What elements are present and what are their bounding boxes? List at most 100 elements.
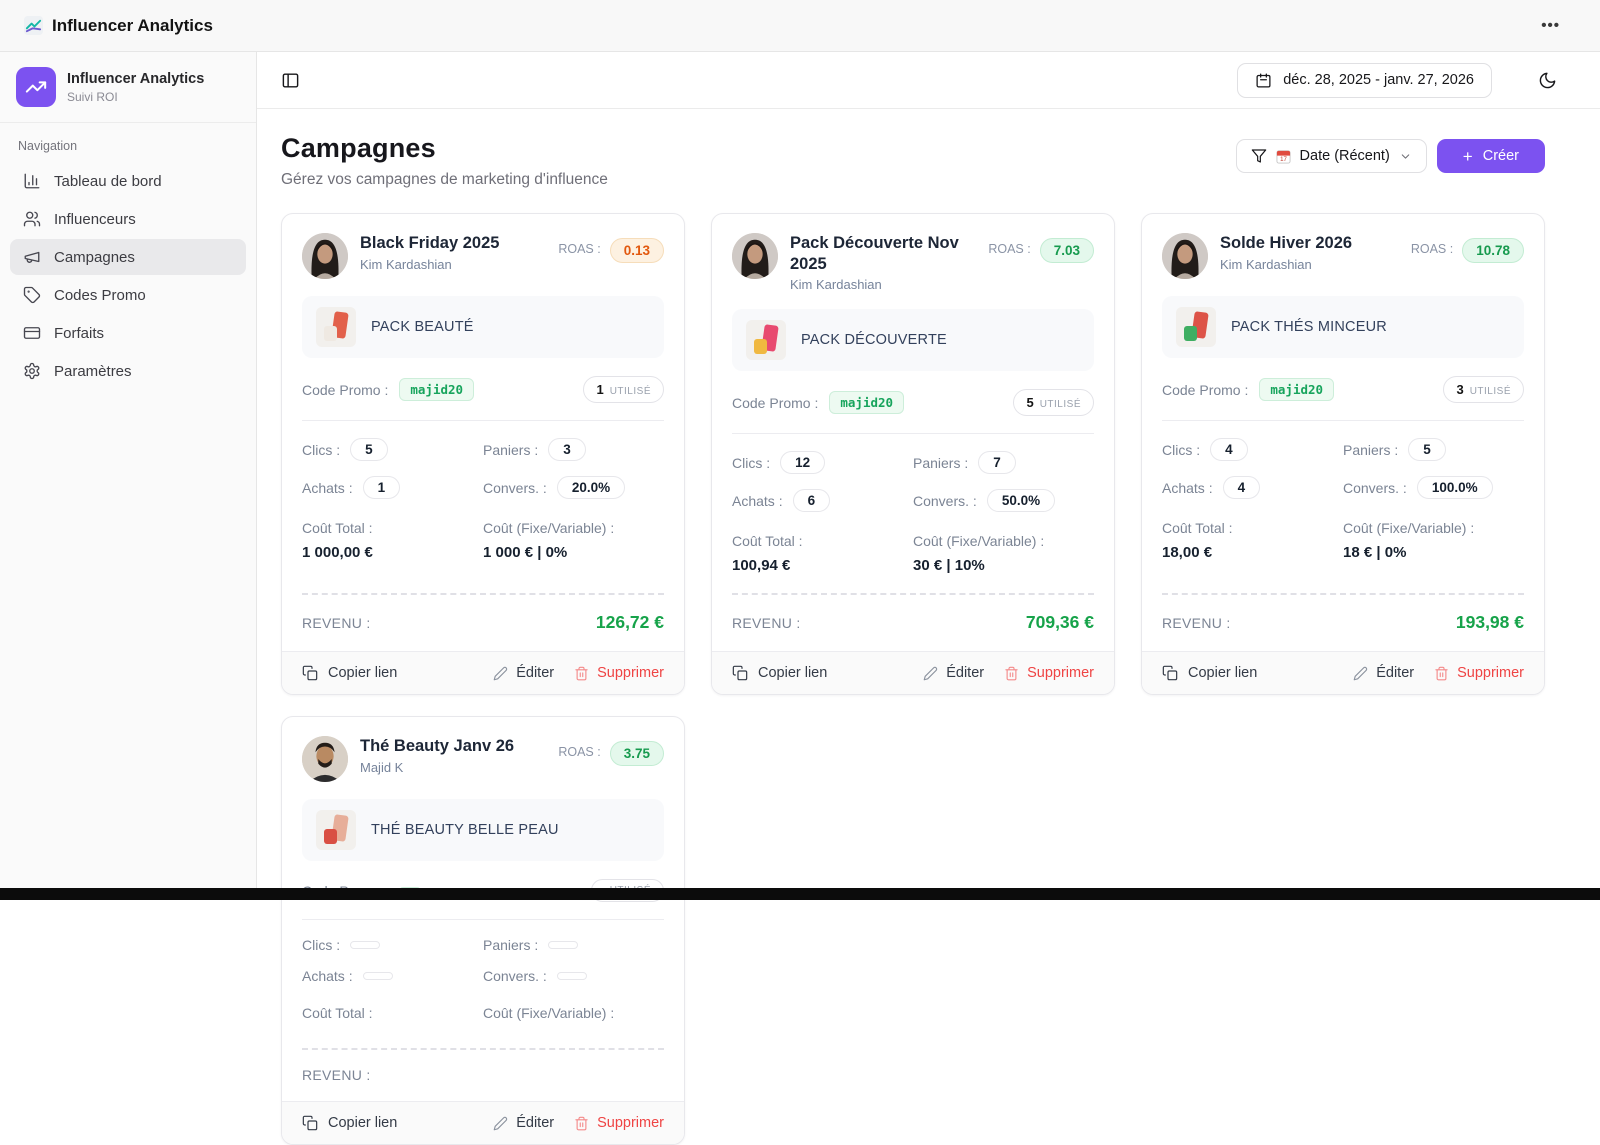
influencer-avatar <box>732 233 778 279</box>
bar-chart-icon <box>23 172 41 190</box>
delete-button[interactable]: Supprimer <box>574 1115 664 1131</box>
sidebar-item-forfaits[interactable]: Forfaits <box>10 315 246 351</box>
card-footer: Copier lien Éditer Supprimer <box>282 651 684 694</box>
clics-label: Clics : <box>1162 442 1200 458</box>
nav-section-label: Navigation <box>0 123 256 161</box>
paniers-label: Paniers : <box>483 937 538 953</box>
achats-value: 4 <box>1223 476 1261 499</box>
moon-icon <box>1538 71 1557 90</box>
revenu-label: REVENU : <box>302 1067 371 1083</box>
revenu-label: REVENU : <box>732 615 801 631</box>
delete-button[interactable]: Supprimer <box>1434 665 1524 681</box>
overflow-menu-icon[interactable]: ••• <box>1541 17 1560 34</box>
achats-label: Achats : <box>302 968 353 984</box>
sidebar-item-influenceurs[interactable]: Influenceurs <box>10 201 246 237</box>
trash-icon <box>574 666 589 681</box>
app-subtitle: Suivi ROI <box>67 90 204 104</box>
pack-name: PACK THÉS MINCEUR <box>1231 319 1387 335</box>
pencil-icon <box>923 666 938 681</box>
edit-button[interactable]: Éditer <box>923 665 984 681</box>
convers-value: 20.0% <box>557 476 625 499</box>
trash-icon <box>1434 666 1449 681</box>
pack-box: PACK DÉCOUVERTE <box>732 309 1094 371</box>
trash-icon <box>574 1116 589 1131</box>
achats-value: 1 <box>363 476 401 499</box>
convers-value <box>557 972 587 980</box>
sort-dropdown[interactable]: 17 Date (Récent) <box>1236 139 1427 173</box>
campaign-card: Thé Beauty Janv 26 Majid K ROAS : 3.75 T… <box>281 716 685 1145</box>
revenu-label: REVENU : <box>1162 615 1231 631</box>
copy-icon <box>302 1115 318 1131</box>
pack-box: PACK BEAUTÉ <box>302 296 664 358</box>
cout-total-value: 1 000,00 € <box>302 544 483 561</box>
code-promo-label: Code Promo : <box>732 395 818 411</box>
copy-link-button[interactable]: Copier lien <box>1162 665 1257 681</box>
convers-value: 100.0% <box>1417 476 1493 499</box>
users-icon <box>23 210 41 228</box>
roas-label: ROAS : <box>558 238 600 256</box>
sidebar-toggle-icon[interactable] <box>281 71 300 90</box>
filter-icon <box>1251 148 1267 164</box>
code-used-pill: 5 UTILISÉ <box>1013 389 1094 416</box>
pencil-icon <box>493 1116 508 1131</box>
clics-label: Clics : <box>732 455 770 471</box>
cout-fixe-variable-value: 1 000 € | 0% <box>483 544 664 561</box>
campaign-card: Pack Découverte Nov 2025 Kim Kardashian … <box>711 213 1115 695</box>
achats-label: Achats : <box>1162 480 1213 496</box>
dark-mode-toggle[interactable] <box>1538 71 1557 90</box>
sidebar-item-campagnes[interactable]: Campagnes <box>10 239 246 275</box>
paniers-value <box>548 941 578 949</box>
code-promo-label: Code Promo : <box>1162 382 1248 398</box>
campaign-title: Black Friday 2025 <box>360 233 499 254</box>
edit-button[interactable]: Éditer <box>493 1115 554 1131</box>
clics-value: 4 <box>1210 438 1248 461</box>
trending-up-icon <box>16 67 56 107</box>
copy-link-button[interactable]: Copier lien <box>732 665 827 681</box>
roas-badge: 3.75 <box>610 741 664 766</box>
sidebar-item-codes-promo[interactable]: Codes Promo <box>10 277 246 313</box>
page-title: Campagnes <box>281 133 608 164</box>
roas-label: ROAS : <box>558 741 600 759</box>
code-promo-value: majid20 <box>399 378 474 401</box>
campaign-title: Thé Beauty Janv 26 <box>360 736 514 757</box>
pencil-icon <box>493 666 508 681</box>
cout-total-value: 18,00 € <box>1162 544 1343 561</box>
edit-button[interactable]: Éditer <box>493 665 554 681</box>
product-image <box>316 810 356 850</box>
tag-icon <box>23 286 41 304</box>
card-footer: Copier lien Éditer Supprimer <box>1142 651 1544 694</box>
code-promo-label: Code Promo : <box>302 382 388 398</box>
copy-link-button[interactable]: Copier lien <box>302 665 397 681</box>
paniers-value: 3 <box>548 438 586 461</box>
product-image <box>1176 307 1216 347</box>
cout-fixe-variable-label: Coût (Fixe/Variable) : <box>483 520 664 536</box>
campaign-title: Solde Hiver 2026 <box>1220 233 1352 254</box>
code-used-count: 1 <box>596 382 603 397</box>
cout-fixe-variable-value: 18 € | 0% <box>1343 544 1524 561</box>
divider <box>1162 420 1524 421</box>
content: Campagnes Gérez vos campagnes de marketi… <box>257 109 1600 1145</box>
sidebar-item-tableau-de-bord[interactable]: Tableau de bord <box>10 163 246 199</box>
copy-icon <box>302 665 318 681</box>
delete-button[interactable]: Supprimer <box>574 665 664 681</box>
card-footer: Copier lien Éditer Supprimer <box>712 651 1114 694</box>
bottom-taskbar-strip <box>0 888 1600 900</box>
divider <box>302 919 664 920</box>
clics-value <box>350 941 380 949</box>
edit-button[interactable]: Éditer <box>1353 665 1414 681</box>
revenu-value: 126,72 € <box>596 612 664 633</box>
sidebar-item-parametres[interactable]: Paramètres <box>10 353 246 389</box>
campaign-title: Pack Découverte Nov 2025 <box>790 233 976 274</box>
convers-label: Convers. : <box>913 493 977 509</box>
copy-icon <box>732 665 748 681</box>
date-range-picker[interactable]: déc. 28, 2025 - janv. 27, 2026 <box>1237 63 1492 98</box>
copy-link-button[interactable]: Copier lien <box>302 1115 397 1131</box>
delete-button[interactable]: Supprimer <box>1004 665 1094 681</box>
code-promo-value: majid20 <box>1259 378 1334 401</box>
cout-total-value: 100,94 € <box>732 557 913 574</box>
cout-fixe-variable-value: 30 € | 10% <box>913 557 1094 574</box>
app-name: Influencer Analytics <box>67 71 204 87</box>
clics-label: Clics : <box>302 937 340 953</box>
create-button[interactable]: + Créer <box>1437 139 1545 173</box>
clics-value: 5 <box>350 438 388 461</box>
